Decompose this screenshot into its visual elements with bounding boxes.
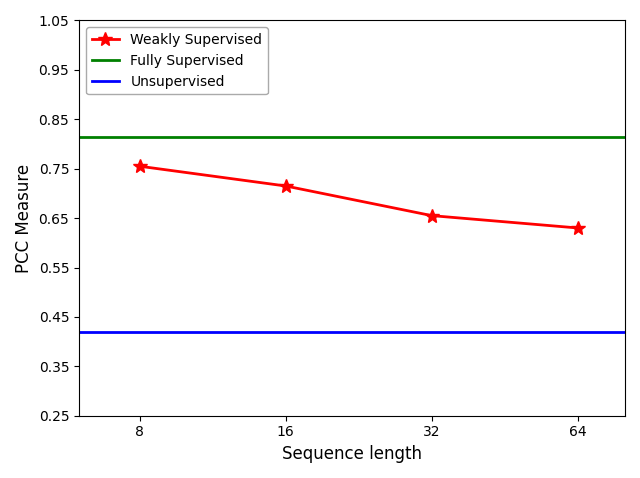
Line: Weakly Supervised: Weakly Supervised	[132, 159, 585, 235]
X-axis label: Sequence length: Sequence length	[282, 445, 422, 463]
Y-axis label: PCC Measure: PCC Measure	[15, 163, 33, 272]
Weakly Supervised	[428, 213, 436, 218]
Weakly Supervised	[282, 183, 290, 189]
Weakly Supervised	[574, 225, 582, 231]
Weakly Supervised	[136, 163, 143, 169]
Legend: Weakly Supervised, Fully Supervised, Unsupervised: Weakly Supervised, Fully Supervised, Uns…	[86, 27, 268, 95]
